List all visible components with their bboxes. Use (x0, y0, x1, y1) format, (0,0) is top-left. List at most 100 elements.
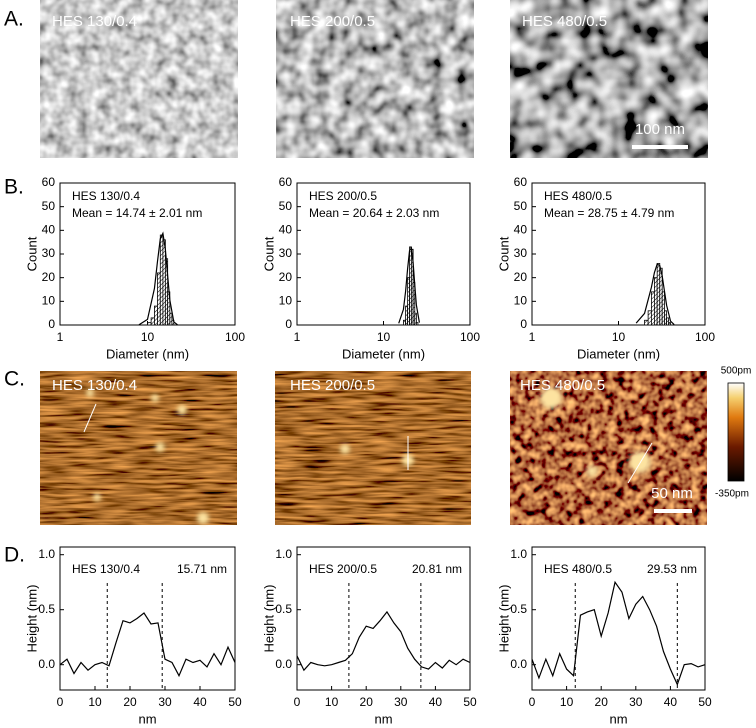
scale-bar-label: 100 nm (635, 121, 685, 138)
y-tick-label: 10 (279, 294, 293, 308)
histogram-bar (157, 272, 161, 326)
profile-line (83, 403, 97, 433)
afm-image (275, 371, 471, 525)
x-tick-label: 40 (193, 695, 207, 709)
y-tick-label: 30 (514, 246, 528, 260)
x-tick-label: 40 (664, 695, 678, 709)
plot-frame (59, 182, 236, 326)
annotation: Mean = 14.74 ± 2.01 nm (72, 206, 202, 220)
y-tick-label: 10 (42, 294, 56, 308)
y-tick-label: 50 (514, 199, 528, 213)
histogram-bar (661, 291, 665, 326)
y-tick-label: 1.0 (275, 547, 292, 561)
y-tick-label: 40 (514, 223, 528, 237)
panel-label: A. (4, 8, 24, 31)
x-tick-label: 100 (225, 330, 245, 344)
annotation: HES 480/0.5 (544, 562, 612, 576)
scale-bar-label: 50 nm (651, 485, 693, 502)
x-axis-label: nm (138, 711, 156, 726)
y-axis-label: Count (24, 236, 39, 271)
x-tick-label: 50 (698, 695, 712, 709)
y-tick-label: 0 (285, 317, 292, 331)
y-axis-label: Count (261, 236, 276, 271)
y-tick-label: 0.5 (38, 602, 55, 616)
y-tick-label: 20 (514, 270, 528, 284)
y-tick-label: 20 (42, 270, 56, 284)
x-tick-label: 0 (529, 695, 536, 709)
y-tick-label: 30 (42, 246, 56, 260)
x-tick-label: 40 (429, 695, 443, 709)
histogram-bar (647, 310, 652, 326)
height-profile (296, 610, 471, 672)
fit-curve (398, 246, 420, 324)
annotation: HES 480/0.5 (544, 189, 612, 203)
x-axis-label: Diameter (nm) (106, 346, 189, 361)
image-caption: HES 480/0.5 (522, 13, 607, 30)
histogram-bar (415, 322, 419, 326)
afm-image (40, 371, 237, 525)
x-tick-label: 1 (57, 330, 64, 344)
panel-label: C. (4, 368, 25, 391)
histogram-bar (668, 322, 671, 326)
plot-frame (59, 546, 236, 691)
fit-curve (635, 263, 675, 325)
annotation: HES 200/0.5 (309, 562, 377, 576)
x-tick-label: 50 (463, 695, 477, 709)
y-tick-label: 50 (279, 199, 293, 213)
x-tick-label: 30 (629, 695, 643, 709)
y-tick-label: 1.0 (510, 547, 527, 561)
y-tick-label: 0.0 (38, 657, 55, 671)
image-caption: HES 200/0.5 (290, 377, 375, 394)
y-tick-label: 1.0 (38, 547, 55, 561)
x-tick-label: 100 (460, 330, 480, 344)
x-tick-label: 20 (595, 695, 609, 709)
annotation: 29.53 nm (647, 562, 697, 576)
y-tick-label: 60 (514, 175, 528, 189)
plot-frame (531, 182, 706, 326)
plot-frame (531, 546, 706, 691)
annotation: 20.81 nm (412, 562, 462, 576)
x-tick-label: 50 (228, 695, 242, 709)
y-tick-label: 0.0 (275, 657, 292, 671)
scale-bar (654, 509, 692, 513)
tem-image (276, 0, 474, 158)
profile-line (627, 442, 653, 484)
x-axis-label: nm (374, 711, 392, 726)
y-tick-label: 20 (279, 270, 293, 284)
y-axis-label: Height (nm) (24, 585, 39, 653)
x-tick-label: 1 (294, 330, 301, 344)
panel-label: D. (4, 544, 25, 567)
y-axis-label: Count (496, 236, 511, 271)
y-tick-label: 0.0 (510, 657, 527, 671)
image-caption: HES 480/0.5 (520, 377, 605, 394)
histogram-bar (644, 319, 649, 326)
annotation: 15.71 nm (177, 562, 227, 576)
y-tick-label: 0.5 (275, 602, 292, 616)
x-axis-label: Diameter (nm) (577, 346, 660, 361)
x-tick-label: 10 (560, 695, 574, 709)
x-tick-label: 20 (123, 695, 137, 709)
annotation: HES 200/0.5 (309, 189, 377, 203)
tem-image (40, 0, 238, 158)
y-tick-label: 50 (42, 199, 56, 213)
y-tick-label: 10 (514, 294, 528, 308)
histogram-bar (154, 305, 158, 326)
y-tick-label: 0.5 (510, 602, 527, 616)
y-tick-label: 40 (42, 223, 56, 237)
image-caption: HES 130/0.4 (52, 13, 137, 30)
height-profile (59, 612, 236, 678)
histogram-bar (150, 317, 155, 326)
x-tick-label: 30 (158, 695, 172, 709)
y-axis-label: Height (nm) (261, 585, 276, 653)
tem-image (510, 0, 708, 158)
colorbar-label: -350pm (715, 489, 749, 500)
x-axis-label: Diameter (nm) (342, 346, 425, 361)
height-profile (531, 580, 706, 687)
histogram-bar (650, 291, 655, 326)
histogram-bar (414, 312, 417, 326)
afm-particles (86, 387, 651, 524)
image-caption: HES 200/0.5 (290, 13, 375, 30)
x-tick-label: 0 (57, 695, 64, 709)
y-tick-label: 0 (48, 317, 55, 331)
